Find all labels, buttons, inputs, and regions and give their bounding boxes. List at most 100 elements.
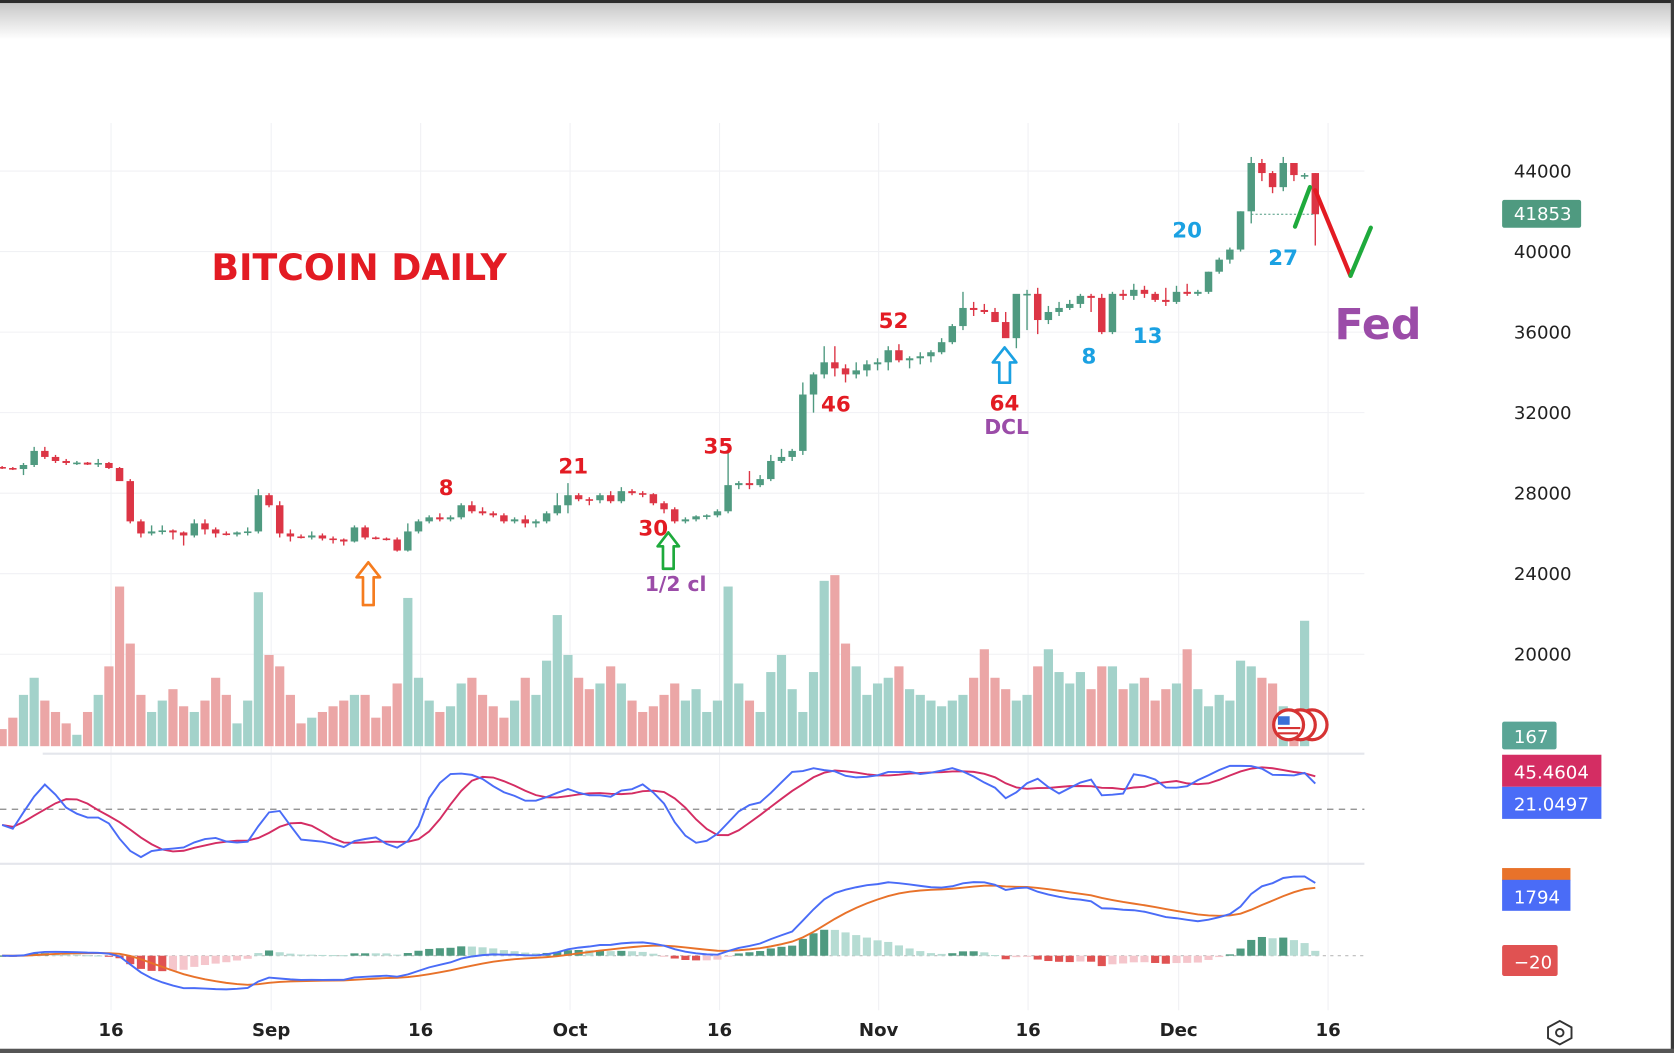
volume-bar[interactable] — [0, 729, 7, 747]
volume-bar[interactable] — [1033, 666, 1043, 747]
volume-bar[interactable] — [862, 694, 872, 747]
candle-body[interactable] — [1098, 297, 1106, 333]
candle-body[interactable] — [41, 450, 49, 457]
candle-body[interactable] — [137, 521, 145, 534]
candle-body[interactable] — [628, 491, 636, 494]
volume-bar[interactable] — [680, 700, 690, 747]
volume-bar[interactable] — [744, 700, 755, 747]
volume-bar[interactable] — [1267, 683, 1278, 747]
candle-body[interactable] — [703, 515, 711, 517]
candle-body[interactable] — [1087, 295, 1095, 298]
volume-bar[interactable] — [819, 580, 829, 747]
candle-body[interactable] — [980, 309, 989, 312]
candle-body[interactable] — [105, 462, 113, 469]
volume-bar[interactable] — [275, 666, 285, 747]
volume-bar[interactable] — [1203, 706, 1214, 747]
candle-body[interactable] — [318, 535, 327, 539]
candle-body[interactable] — [1236, 211, 1245, 250]
volume-bar[interactable] — [1257, 677, 1267, 747]
candle-body[interactable] — [788, 450, 796, 457]
candle-body[interactable] — [745, 483, 754, 486]
candle-body[interactable] — [62, 460, 70, 463]
volume-bar[interactable] — [371, 717, 381, 747]
volume-bar[interactable] — [328, 706, 338, 747]
candle-body[interactable] — [670, 509, 679, 522]
candle-body[interactable] — [425, 517, 433, 522]
volume-bar[interactable] — [147, 711, 157, 747]
volume-bar[interactable] — [1171, 683, 1182, 747]
volume-bar[interactable] — [905, 689, 915, 747]
volume-bar[interactable] — [499, 717, 509, 747]
volume-bar[interactable] — [1235, 660, 1246, 747]
candle-body[interactable] — [606, 495, 615, 502]
price-axis[interactable]: 44000 40000 36000 32000 28000 24000 20000 — [1514, 161, 1572, 665]
candle-body[interactable] — [1044, 311, 1053, 321]
candle-body[interactable] — [404, 531, 412, 551]
candle-body[interactable] — [1300, 175, 1309, 177]
candle-body[interactable] — [596, 495, 604, 501]
volume-bar[interactable] — [445, 706, 456, 747]
candle-body[interactable] — [1162, 299, 1170, 302]
candle-body[interactable] — [1172, 291, 1181, 302]
volume-bar[interactable] — [1182, 649, 1192, 747]
candle-body[interactable] — [895, 350, 903, 361]
candle-body[interactable] — [190, 523, 199, 536]
volume-bar[interactable] — [72, 734, 82, 747]
volume-bar[interactable] — [595, 683, 605, 747]
volume-bar[interactable] — [947, 700, 957, 747]
volume-bar[interactable] — [670, 683, 680, 747]
volume-bar[interactable] — [712, 700, 723, 747]
volume-bar[interactable] — [926, 700, 936, 747]
candle-body[interactable] — [308, 535, 316, 538]
volume-bar[interactable] — [456, 683, 466, 747]
volume-bar[interactable] — [104, 666, 114, 747]
volume-bar[interactable] — [264, 654, 274, 747]
candle-body[interactable] — [372, 537, 380, 540]
candle-body[interactable] — [852, 370, 860, 375]
volume-bar[interactable] — [189, 711, 199, 747]
volume-bar[interactable] — [1075, 672, 1086, 747]
candle-body[interactable] — [649, 494, 658, 504]
candle-body[interactable] — [1001, 322, 1010, 339]
volume-bar[interactable] — [1129, 683, 1139, 747]
candle-body[interactable] — [275, 505, 284, 534]
volume-bar[interactable] — [221, 694, 231, 747]
event-flag-icons[interactable] — [1272, 708, 1329, 742]
volume-bar[interactable] — [1097, 666, 1107, 747]
candle-body[interactable] — [735, 483, 743, 486]
volume-bar[interactable] — [1022, 694, 1032, 747]
candle-body[interactable] — [361, 527, 369, 538]
volume-bar[interactable] — [360, 694, 370, 747]
volume-bar[interactable] — [766, 672, 776, 747]
candle-body[interactable] — [115, 468, 124, 482]
volume-bar[interactable] — [307, 717, 317, 747]
candle-body[interactable] — [863, 364, 871, 371]
volume-bar[interactable] — [574, 677, 584, 747]
candle-body[interactable] — [510, 519, 519, 522]
candle-body[interactable] — [201, 523, 209, 530]
volume-bar[interactable] — [1011, 700, 1021, 747]
candle-body[interactable] — [350, 527, 359, 542]
candle-body[interactable] — [767, 460, 775, 480]
volume-bar[interactable] — [82, 711, 93, 747]
candle-body[interactable] — [756, 479, 764, 486]
volume-bar[interactable] — [1043, 649, 1053, 747]
volume-bar[interactable] — [1161, 689, 1171, 747]
volume-bar[interactable] — [157, 700, 167, 747]
volume-bar[interactable] — [808, 672, 819, 747]
volume-bar[interactable] — [915, 694, 925, 747]
candle-body[interactable] — [574, 495, 583, 500]
candle-body[interactable] — [937, 342, 946, 353]
volume-bar[interactable] — [168, 689, 178, 747]
candle-body[interactable] — [660, 503, 668, 510]
volume-bar[interactable] — [851, 666, 861, 747]
volume-bar[interactable] — [702, 711, 712, 747]
candle-body[interactable] — [1194, 291, 1202, 294]
candle-body[interactable] — [1130, 289, 1138, 296]
volume-bar[interactable] — [969, 677, 979, 747]
candle-body[interactable] — [147, 531, 156, 534]
candle-body[interactable] — [884, 350, 892, 363]
volume-bar[interactable] — [125, 643, 135, 747]
candle-body[interactable] — [1279, 162, 1287, 188]
volume-bar[interactable] — [1107, 666, 1118, 747]
